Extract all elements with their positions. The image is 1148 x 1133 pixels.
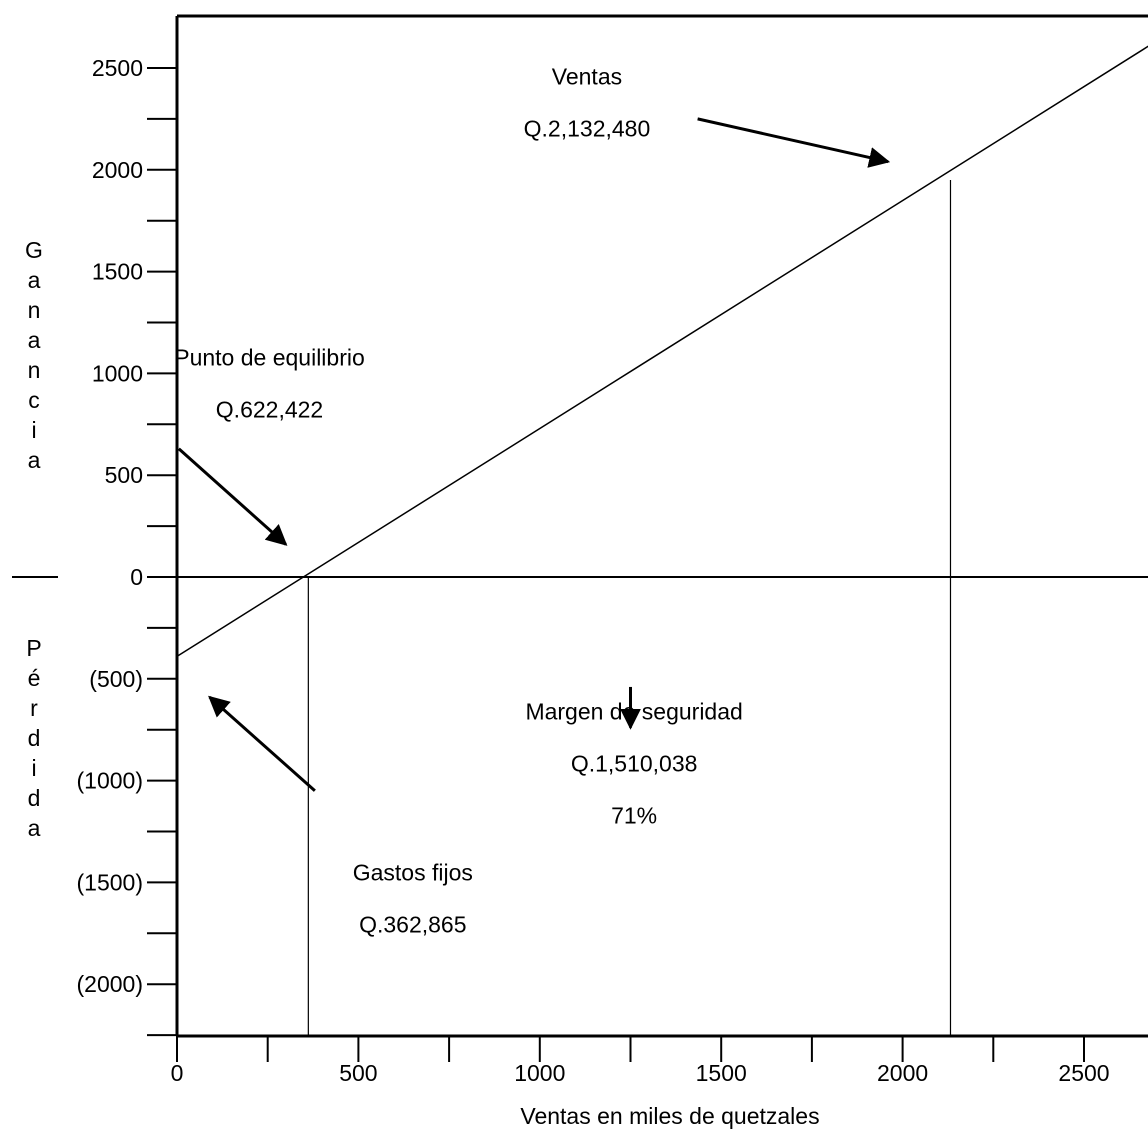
y-axis-title-top-letter: G xyxy=(25,237,43,263)
x-tick-label: 2000 xyxy=(877,1060,928,1086)
gastos-fijos-label: Gastos fijos xyxy=(353,859,473,885)
y-tick-label: 2000 xyxy=(92,157,143,183)
y-tick-label: 0 xyxy=(130,564,143,590)
y-axis-title-top-letter: i xyxy=(31,417,36,443)
x-tick-label: 1500 xyxy=(696,1060,747,1086)
ventas-label: Ventas xyxy=(552,63,622,89)
chart-axes xyxy=(12,16,1148,1062)
chart-series xyxy=(177,46,1148,1036)
punto-equilibrio-arrow xyxy=(179,449,286,545)
chart-labels: 2500 2000 1500 1000 500 0 (500) (1000) (1500) (20… xyxy=(25,55,1110,1129)
y-axis-title-bottom-letter: i xyxy=(31,755,36,781)
y-tick-label: 1000 xyxy=(92,360,143,386)
x-tick-label: 0 xyxy=(171,1060,184,1086)
y-axis-title-top-letter: n xyxy=(28,297,41,323)
margen-seguridad-label: 71% xyxy=(611,803,657,829)
y-tick-label: (1500) xyxy=(77,869,143,895)
y-axis-title-bottom-letter: d xyxy=(28,785,41,811)
y-tick-label: 500 xyxy=(105,462,143,488)
punto-equilibrio-label: Q.622,422 xyxy=(216,396,323,422)
x-tick-label: 500 xyxy=(339,1060,377,1086)
gastos-fijos-label: Q.362,865 xyxy=(359,911,466,937)
margen-seguridad-label: Margen de seguridad xyxy=(525,699,742,725)
y-tick-label: (500) xyxy=(89,666,143,692)
ventas-arrow xyxy=(698,119,888,162)
x-tick-label: 2500 xyxy=(1058,1060,1109,1086)
y-axis-title-bottom-letter: P xyxy=(26,635,41,661)
y-axis-title-top-letter: a xyxy=(28,327,41,353)
y-tick-label: (2000) xyxy=(77,971,143,997)
x-tick-label: 1000 xyxy=(514,1060,565,1086)
y-tick-label: 1500 xyxy=(92,259,143,285)
y-axis-title-top-letter: a xyxy=(28,267,41,293)
y-axis-title-top-letter: n xyxy=(28,357,41,383)
y-tick-label: 2500 xyxy=(92,55,143,81)
ventas-label: Q.2,132,480 xyxy=(524,115,651,141)
chart-annotations: Ventas Q.2,132,480 Punto de equilibrio Q.62… xyxy=(174,63,888,937)
x-axis-title: Ventas en miles de quetzales xyxy=(520,1103,819,1129)
y-axis-title-bottom-letter: r xyxy=(30,695,38,721)
y-axis-title-top-letter: a xyxy=(28,447,41,473)
punto-equilibrio-label: Punto de equilibrio xyxy=(174,344,365,370)
margen-seguridad-label: Q.1,510,038 xyxy=(571,751,698,777)
y-tick-label: (1000) xyxy=(77,768,143,794)
y-axis-title-bottom-letter: é xyxy=(28,665,41,691)
y-axis-title-bottom-letter: d xyxy=(28,725,41,751)
gastos-fijos-arrow xyxy=(210,697,315,791)
y-axis-title-top-letter: c xyxy=(28,387,40,413)
y-axis-title-bottom-letter: a xyxy=(28,815,41,841)
